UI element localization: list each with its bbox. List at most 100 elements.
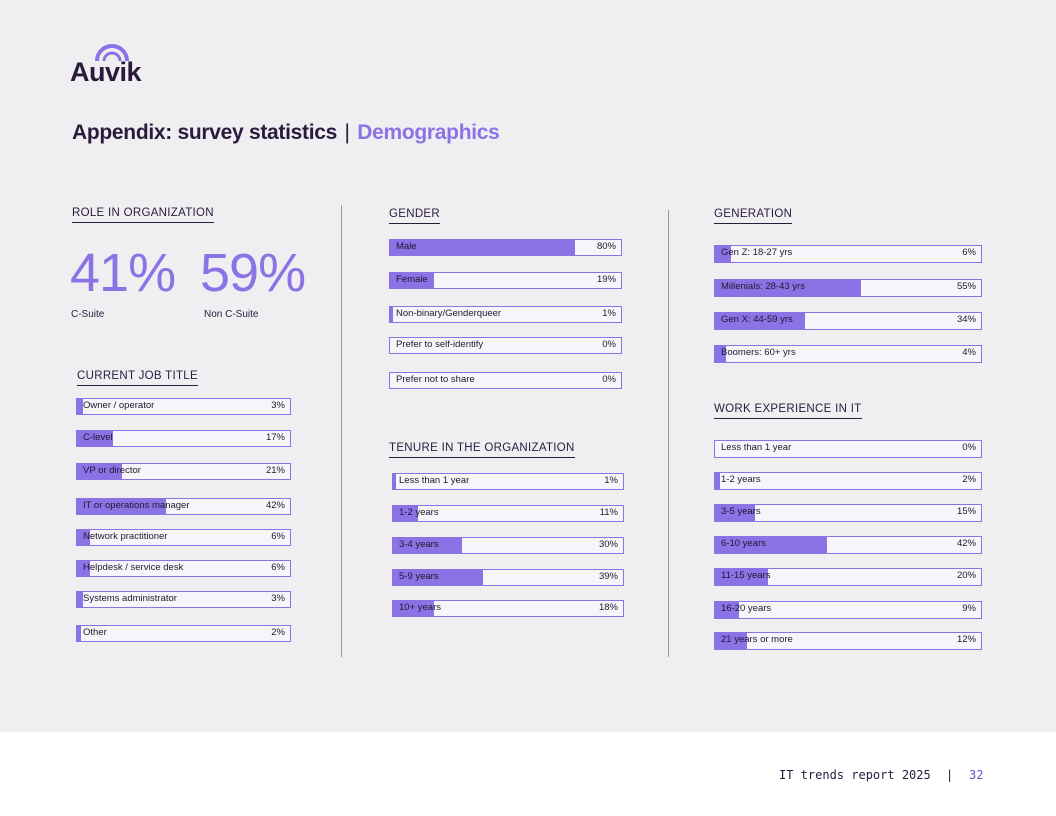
bar-row: 21 years or more 12% [714,632,982,650]
bar-fill [390,273,434,288]
bar-row: Systems administrator 3% [76,591,291,608]
bar-label: 10+ years [399,602,441,613]
bar-fill [77,431,114,446]
bar-row: Less than 1 year 0% [714,440,982,458]
bar-row: Prefer to self-identify 0% [389,337,622,354]
bar-label: Systems administrator [83,593,177,604]
bar-label: Other [83,627,107,638]
bar-value: 2% [962,474,976,485]
bar-fill [715,569,769,585]
bar-value: 30% [598,539,618,550]
bar-label: Less than 1 year [721,442,792,453]
bar-row: Millenials: 28-43 yrs 55% [714,279,982,297]
bar-label: Prefer not to share [396,374,475,385]
bar-value: 3% [271,400,285,411]
bar-row: Helpdesk / service desk 6% [76,560,291,577]
bar-value: 39% [598,571,618,582]
page-number: 32 [969,768,984,782]
bar-row: Owner / operator 3% [76,398,291,415]
bar-row: 3-5 years 15% [714,504,982,522]
bar-row: Less than 1 year 1% [392,473,624,490]
bar-fill [715,346,726,362]
bar-value: 55% [956,281,976,292]
bar-label: 3-5 years [721,506,761,517]
bar-value: 1% [602,308,616,319]
bar-row: VP or director 21% [76,463,291,480]
generation-section-title: GENERATION [714,208,793,224]
bar-row: 10+ years 18% [392,600,624,617]
bar-value: 17% [265,432,285,443]
bar-row: Male 80% [389,239,622,256]
column-divider [341,205,342,657]
bar-value: 20% [956,570,976,581]
auvik-logo: Auvik [70,42,160,88]
bar-value: 0% [962,442,976,453]
bar-label: Male [396,241,417,252]
tenure-section-title: TENURE IN THE ORGANIZATION [389,442,575,458]
bar-value: 0% [602,374,616,385]
non-c-suite-stat: 59% [200,243,306,303]
role-section-title: ROLE IN ORGANIZATION [72,207,214,223]
bar-value: 2% [271,627,285,638]
bar-row: Network practitioner 6% [76,529,291,546]
bar-value: 15% [956,506,976,517]
bar-fill [393,506,419,521]
bar-value: 42% [956,538,976,549]
bar-fill [715,313,806,329]
bar-fill [77,626,82,641]
bar-row: 11-15 years 20% [714,568,982,586]
bar-row: Female 19% [389,272,622,289]
bar-fill [77,464,122,479]
bar-fill [393,601,435,616]
bar-value: 1% [604,475,618,486]
bar-fill [77,499,167,514]
bar-row: 16-20 years 9% [714,601,982,619]
bar-label: Non-binary/Genderqueer [396,308,502,319]
bar-fill [77,530,90,545]
bar-fill [715,280,862,296]
bar-label: 6-10 years [721,538,766,549]
bar-row: Other 2% [76,625,291,642]
bar-label: IT or operations manager [83,500,190,511]
bar-label: 1-2 years [721,474,761,485]
column-divider [668,210,669,657]
bar-value: 3% [271,593,285,604]
bar-row: 6-10 years 42% [714,536,982,554]
bar-fill [390,240,575,255]
footer-separator: | [946,768,954,782]
bar-label: Network practitioner [83,531,168,542]
bar-label: 5-9 years [399,571,439,582]
bar-fill [715,602,739,618]
experience-section-title: WORK EXPERIENCE IN IT [714,403,862,419]
bar-row: Non-binary/Genderqueer 1% [389,306,622,323]
bar-label: 21 years or more [721,634,793,645]
job-title-section-title: CURRENT JOB TITLE [77,370,198,386]
c-suite-caption: C-Suite [71,309,105,320]
footer-report-name: IT trends report 2025 [779,768,931,782]
bar-row: C-level 17% [76,430,291,447]
bar-label: 16-20 years [721,603,772,614]
bar-fill [77,561,90,576]
bar-row: Prefer not to share 0% [389,372,622,389]
bar-row: Gen Z: 18-27 yrs 6% [714,245,982,263]
bar-value: 19% [596,274,616,285]
title-separator: | [344,121,350,144]
bar-label: Gen X: 44-59 yrs [721,314,793,325]
bar-label: 3-4 years [399,539,439,550]
bar-label: Female [396,274,428,285]
bar-fill [715,473,721,489]
bar-row: 1-2 years 11% [392,505,624,522]
bar-label: Boomers: 60+ yrs [721,347,796,358]
bar-fill [715,246,731,262]
bar-row: 3-4 years 30% [392,537,624,554]
bar-value: 42% [265,500,285,511]
bar-fill [393,570,483,585]
logo-text: Auvik [70,57,142,87]
bar-value: 0% [602,339,616,350]
gender-section-title: GENDER [389,208,441,224]
bar-value: 34% [956,314,976,325]
bar-value: 4% [962,347,976,358]
bar-label: Owner / operator [83,400,155,411]
bar-fill [715,505,755,521]
bar-value: 6% [271,531,285,542]
